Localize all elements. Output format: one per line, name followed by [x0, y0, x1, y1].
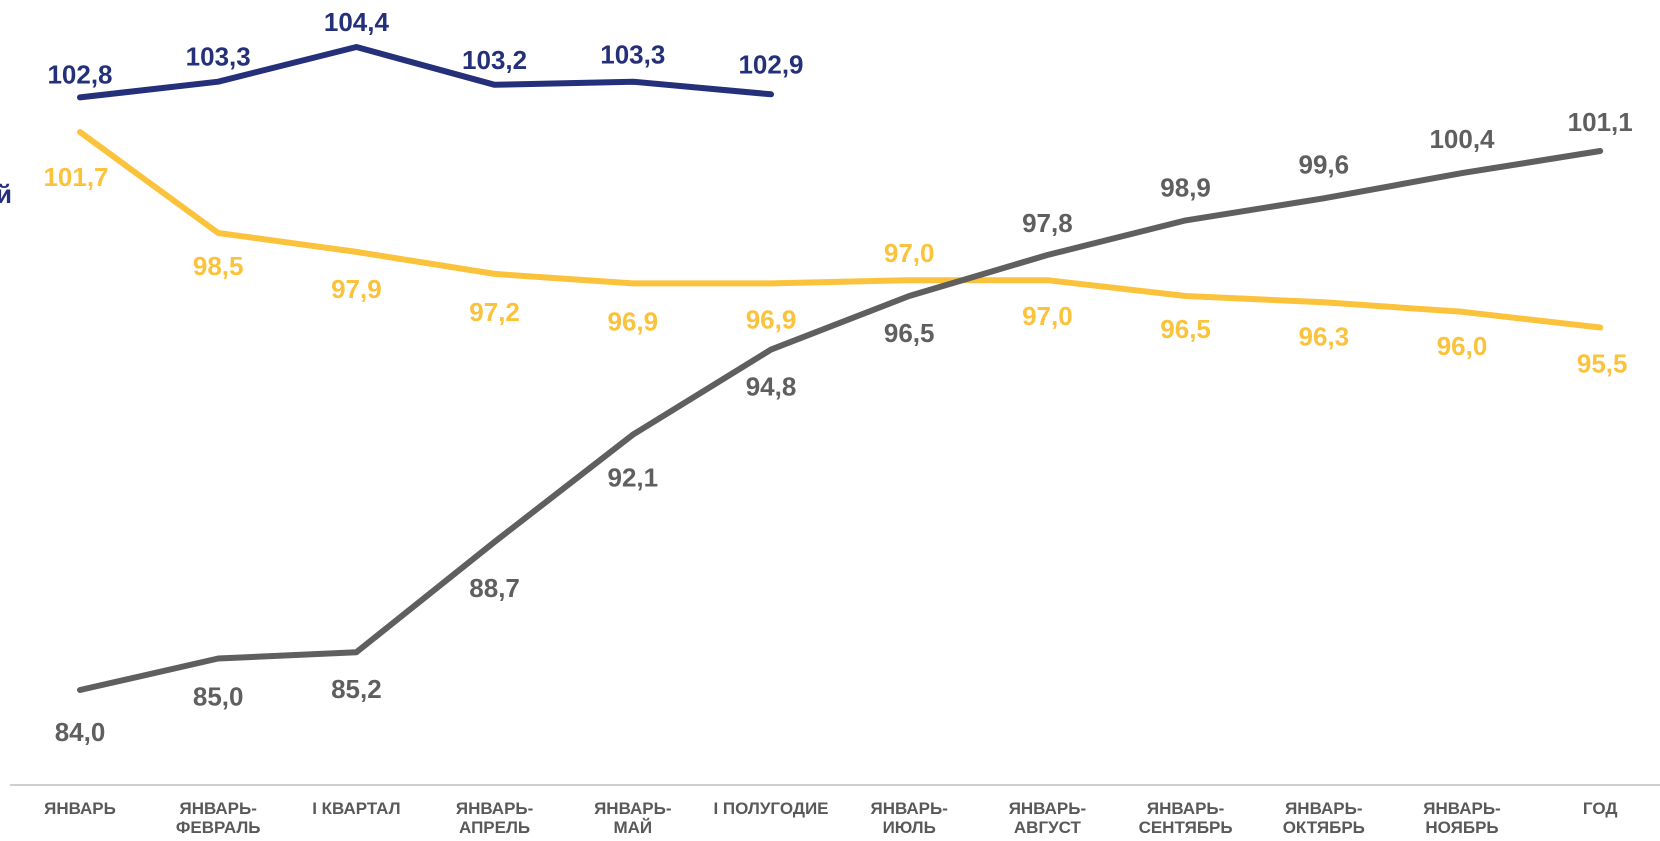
series-yellow-line [77, 129, 1604, 331]
series-yellow-data-label: 96,9 [607, 306, 658, 336]
series-blue-data-label: 102,9 [738, 49, 803, 79]
x-tick-label: ЯНВАРЬ-ОКТЯБРЬ [1283, 799, 1365, 836]
x-tick-label: ЯНВАРЬ-ФЕВРАЛЬ [176, 799, 261, 836]
series-blue-data-label: 103,3 [186, 42, 251, 72]
series-blue-line [77, 44, 774, 101]
clipped-edge-text: й [0, 179, 12, 209]
series-gray-data-label: 101,1 [1568, 107, 1633, 137]
x-tick-label: ЯНВАРЬ [44, 799, 116, 818]
x-tick-label: ЯНВАРЬ-МАЙ [594, 799, 671, 836]
series-gray-data-label: 92,1 [607, 463, 658, 493]
series-blue-data-label: 103,3 [600, 40, 665, 70]
series-yellow-data-label: 96,3 [1298, 321, 1349, 351]
series-gray-data-label: 97,8 [1022, 208, 1073, 238]
series-yellow-data-label: 97,9 [331, 274, 382, 304]
series-yellow-data-label: 97,0 [1022, 301, 1073, 331]
x-tick-label: ЯНВАРЬ-ИЮЛЬ [870, 799, 947, 836]
series-gray-data-label: 96,5 [884, 318, 935, 348]
series-gray-data-label: 94,8 [746, 372, 797, 402]
x-tick-label: ЯНВАРЬ-НОЯБРЬ [1423, 799, 1500, 836]
series-yellow-data-label: 101,7 [43, 162, 108, 192]
series-gray-data-label: 99,6 [1298, 149, 1349, 179]
series-gray-line [77, 148, 1604, 693]
series-gray-data-label: 98,9 [1160, 172, 1211, 202]
series-gray-data-label: 85,2 [331, 674, 382, 704]
series-yellow-data-label: 97,0 [884, 238, 935, 268]
x-tick-label: ЯНВАРЬ-СЕНТЯБРЬ [1139, 799, 1233, 836]
series-yellow-data-label: 96,5 [1160, 314, 1211, 344]
series-gray-data-label: 100,4 [1429, 124, 1495, 154]
series-gray-data-label: 88,7 [469, 573, 520, 603]
series-gray-data-label: 84,0 [55, 717, 106, 747]
series-gray-data-label: 85,0 [193, 682, 244, 712]
x-tick-label: I КВАРТАЛ [312, 799, 400, 818]
series-yellow-data-label: 98,5 [193, 251, 244, 281]
x-tick-label: ЯНВАРЬ-АВГУСТ [1009, 799, 1086, 836]
series-yellow-data-label: 95,5 [1577, 349, 1628, 379]
series-blue-data-label: 102,8 [47, 59, 112, 89]
series-yellow-data-label: 96,0 [1437, 331, 1488, 361]
x-tick-label: ЯНВАРЬ-АПРЕЛЬ [456, 799, 533, 836]
x-tick-label: ГОД [1583, 799, 1618, 818]
series-yellow-data-label: 96,9 [746, 304, 797, 334]
x-tick-label: I ПОЛУГОДИЕ [713, 799, 828, 818]
series-blue-data-label: 103,2 [462, 45, 527, 75]
series-blue-data-label: 104,4 [324, 7, 390, 37]
series-yellow-data-label: 97,2 [469, 297, 520, 327]
